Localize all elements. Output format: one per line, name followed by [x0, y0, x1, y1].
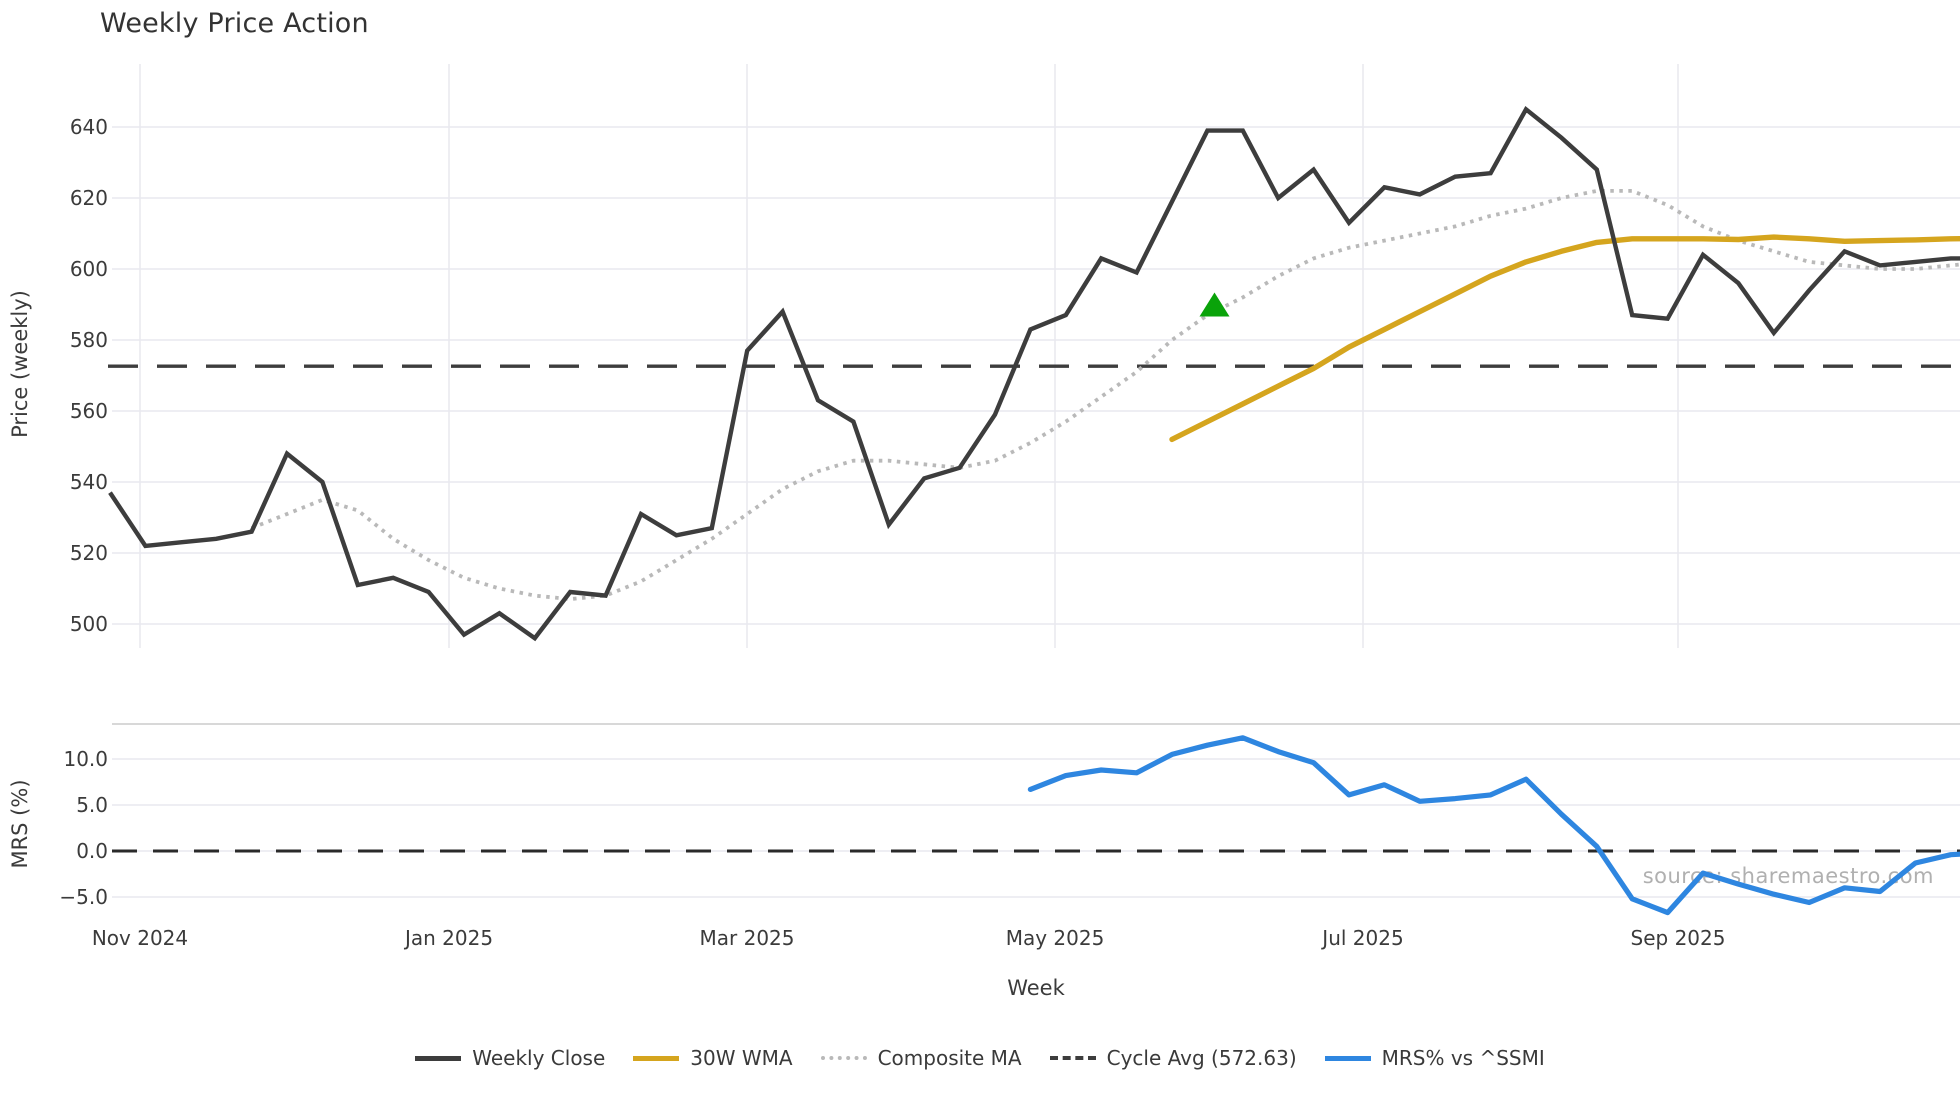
legend-swatch — [415, 1055, 462, 1061]
legend-item-weekly-close: Weekly Close — [415, 1046, 605, 1070]
mrs-line — [1027, 735, 1960, 916]
composite-ma-line — [250, 188, 1960, 602]
mrs-ytick-label: 0.0 — [76, 839, 108, 863]
weekly-close-line — [108, 105, 1960, 642]
chart-title: Weekly Price Action — [100, 8, 369, 39]
legend-item-30w-wma: 30W WMA — [633, 1046, 793, 1070]
price-ytick-label: 500 — [69, 612, 108, 636]
price-ytick-label: 520 — [69, 541, 108, 565]
mrs-ytick-label: 5.0 — [76, 793, 108, 817]
legend-label: Weekly Close — [472, 1046, 606, 1070]
legend-swatch — [1049, 1056, 1096, 1060]
legend-label: Cycle Avg (572.63) — [1106, 1046, 1297, 1070]
legend-item-mrs-vs-ssmi: MRS% vs ^SSMI — [1324, 1046, 1545, 1070]
buy-signal-marker — [1199, 292, 1230, 317]
x-tick-label: Nov 2024 — [91, 926, 189, 950]
legend-label: 30W WMA — [690, 1046, 793, 1070]
x-tick-label: May 2025 — [1005, 926, 1105, 950]
legend-swatch — [820, 1056, 867, 1060]
price-ytick-label: 640 — [69, 115, 108, 139]
legend-label: MRS% vs ^SSMI — [1381, 1046, 1545, 1070]
price-ytick-label: 540 — [69, 470, 108, 494]
mrs-ytick-label: −5.0 — [59, 885, 108, 909]
week-axis-label: Week — [1007, 976, 1065, 1000]
price-ytick-label: 580 — [69, 328, 108, 352]
legend: Weekly Close 30W WMA Composite MA Cycle Avg… — [0, 1046, 1960, 1070]
price-ytick-label: 560 — [69, 399, 108, 423]
legend-item-cycle-avg-572-63: Cycle Avg (572.63) — [1049, 1046, 1297, 1070]
price-ytick-label: 620 — [69, 186, 108, 210]
price-ytick-label: 600 — [69, 257, 108, 281]
wma-30w-line — [1169, 234, 1960, 443]
legend-swatch — [1324, 1055, 1371, 1061]
legend-label: Composite MA — [877, 1046, 1022, 1070]
legend-item-composite-ma: Composite MA — [820, 1046, 1022, 1070]
legend-swatch — [633, 1055, 680, 1061]
x-tick-label: Jul 2025 — [1322, 926, 1404, 950]
mrs-ytick-label: 10.0 — [63, 747, 108, 771]
x-tick-label: Jan 2025 — [404, 926, 494, 950]
x-tick-label: Sep 2025 — [1630, 926, 1726, 950]
x-tick-label: Mar 2025 — [699, 926, 795, 950]
